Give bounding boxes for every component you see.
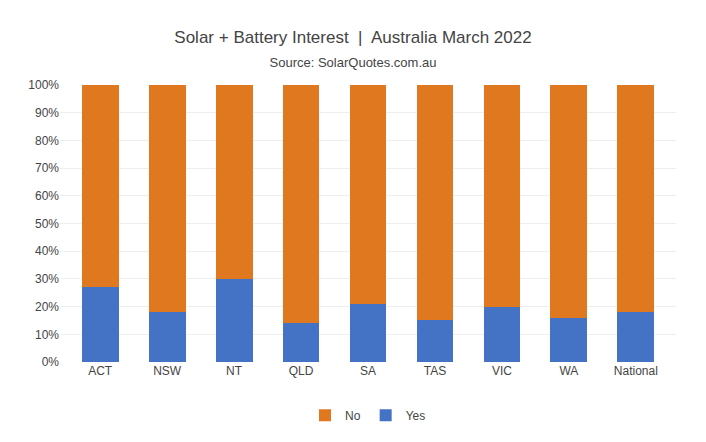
svg-text:90%: 90%: [35, 106, 59, 120]
svg-text:10%: 10%: [35, 328, 59, 342]
svg-text:100%: 100%: [28, 78, 59, 92]
svg-text:NT: NT: [226, 364, 243, 378]
svg-text:20%: 20%: [35, 300, 59, 314]
svg-text:Yes: Yes: [406, 409, 426, 423]
svg-text:Source: SolarQuotes.com.au: Source: SolarQuotes.com.au: [270, 55, 437, 70]
svg-text:50%: 50%: [35, 217, 59, 231]
svg-text:NSW: NSW: [153, 364, 182, 378]
svg-text:ACT: ACT: [88, 364, 113, 378]
svg-text:QLD: QLD: [289, 364, 314, 378]
svg-text:30%: 30%: [35, 272, 59, 286]
svg-text:SA: SA: [360, 364, 376, 378]
svg-text:VIC: VIC: [492, 364, 512, 378]
svg-text:70%: 70%: [35, 161, 59, 175]
svg-text:WA: WA: [559, 364, 578, 378]
svg-text:TAS: TAS: [424, 364, 446, 378]
svg-text:Solar + Battery Interest | A: Solar + Battery Interest | Australia Mar…: [174, 28, 531, 47]
svg-text:80%: 80%: [35, 134, 59, 148]
svg-text:National: National: [614, 364, 658, 378]
svg-text:No: No: [345, 409, 361, 423]
svg-text:40%: 40%: [35, 244, 59, 258]
svg-text:60%: 60%: [35, 189, 59, 203]
svg-text:0%: 0%: [42, 355, 60, 369]
